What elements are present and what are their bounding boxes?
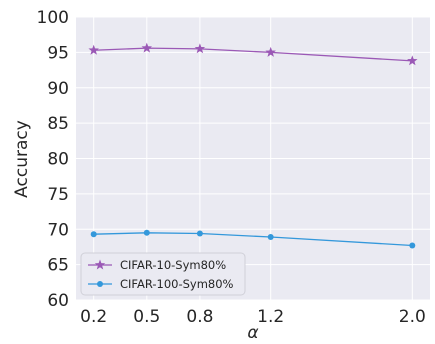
y-tick-label: 80 <box>47 150 69 170</box>
series-group <box>88 42 418 249</box>
tick-labels: 60 65 70 75 80 85 90 95 100 0.2 0.5 0.8 1.2 2.0 <box>37 8 426 327</box>
x-tick-label: 0.8 <box>186 307 213 327</box>
data-point <box>407 55 418 66</box>
data-point <box>267 234 274 241</box>
legend-marker <box>94 259 106 270</box>
y-tick-label: 70 <box>47 220 69 240</box>
data-point <box>141 42 153 53</box>
legend-label: CIFAR-10-Sym80% <box>120 258 226 272</box>
x-tick-label: 1.2 <box>257 307 284 327</box>
data-point <box>194 43 206 54</box>
y-tick-label: 85 <box>47 114 69 134</box>
y-tick-label: 60 <box>47 291 69 311</box>
x-tick-label: 2.0 <box>399 307 426 327</box>
data-point <box>409 242 416 249</box>
data-point <box>90 231 97 238</box>
x-tick-label: 0.2 <box>80 307 107 327</box>
data-point <box>196 230 203 237</box>
data-point <box>143 229 150 236</box>
y-tick-label: 100 <box>37 8 69 28</box>
legend-label: CIFAR-100-Sym80% <box>120 277 234 291</box>
y-tick-label: 75 <box>47 185 69 205</box>
x-axis-label: α <box>247 323 258 343</box>
legend-marker <box>97 281 103 287</box>
x-tick-label: 0.5 <box>133 307 160 327</box>
data-point <box>265 46 276 57</box>
legend: CIFAR-10-Sym80% CIFAR-100-Sym80% <box>80 252 246 296</box>
y-tick-label: 90 <box>47 79 69 99</box>
y-tick-label: 95 <box>47 43 69 63</box>
y-tick-label: 65 <box>47 256 69 276</box>
data-point <box>88 44 99 55</box>
legend-box <box>80 252 246 296</box>
y-axis-label: Accuracy <box>12 120 32 198</box>
